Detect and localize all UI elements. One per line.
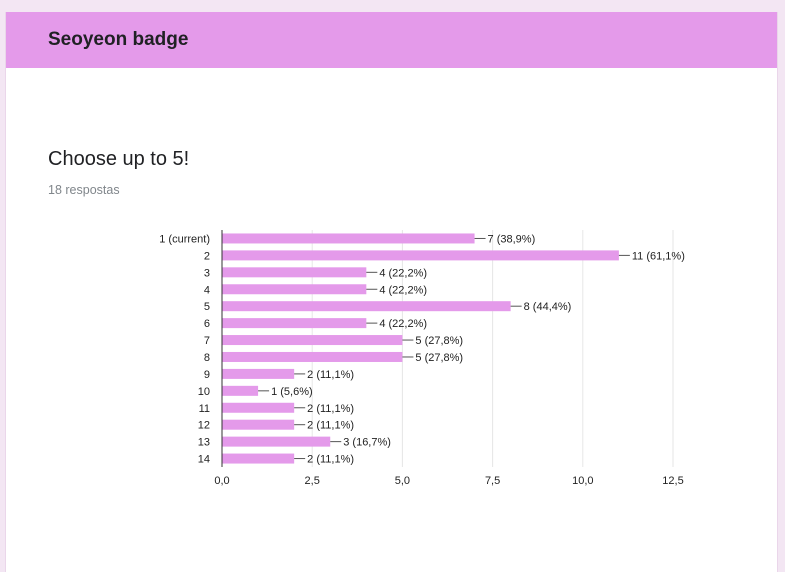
data-label: 2 (11,1%) bbox=[307, 403, 354, 415]
bar bbox=[222, 233, 475, 244]
category-label: 11 bbox=[199, 403, 210, 415]
category-label: 12 bbox=[198, 420, 210, 432]
response-count: 18 respostas bbox=[48, 183, 120, 197]
data-label: 7 (38,9%) bbox=[488, 233, 536, 245]
category-label: 1 (current) bbox=[159, 233, 210, 245]
bar bbox=[222, 419, 295, 430]
category-label: 3 bbox=[204, 267, 210, 279]
x-tick-label: 5,0 bbox=[395, 475, 410, 487]
data-label: 4 (22,2%) bbox=[379, 284, 427, 296]
category-label: 14 bbox=[198, 454, 210, 466]
category-label: 13 bbox=[198, 437, 210, 449]
data-label: 8 (44,4%) bbox=[524, 301, 572, 313]
bar bbox=[222, 335, 403, 346]
bar bbox=[222, 284, 367, 295]
bar bbox=[222, 267, 367, 278]
form-summary-card: Seoyeon badge Choose up to 5! 18 respost… bbox=[5, 12, 778, 572]
bar bbox=[222, 318, 367, 329]
x-tick-label: 10,0 bbox=[572, 475, 593, 487]
data-label: 4 (22,2%) bbox=[379, 267, 427, 279]
category-label: 10 bbox=[198, 386, 210, 398]
category-label: 7 bbox=[204, 335, 210, 347]
category-label: 4 bbox=[204, 284, 210, 296]
category-label: 5 bbox=[204, 301, 210, 313]
data-label: 2 (11,1%) bbox=[307, 454, 354, 466]
bar bbox=[222, 453, 295, 464]
data-label: 3 (16,7%) bbox=[343, 437, 391, 449]
data-label: 11 (61,1%) bbox=[632, 250, 685, 262]
bar-chart: 1 (current) 7 (38,9%) 2 11 (61,1%) 3 4 (22,2%… bbox=[159, 230, 685, 487]
form-header: Seoyeon badge bbox=[6, 12, 777, 68]
data-label: 2 (11,1%) bbox=[307, 420, 354, 432]
bar bbox=[222, 436, 331, 447]
x-tick-label: 2,5 bbox=[305, 475, 320, 487]
bar bbox=[222, 351, 403, 362]
bar bbox=[222, 402, 295, 413]
category-label: 9 bbox=[204, 369, 210, 381]
bar bbox=[222, 301, 511, 312]
x-tick-label: 0,0 bbox=[214, 475, 229, 487]
form-title: Seoyeon badge bbox=[48, 29, 189, 50]
data-label: 5 (27,8%) bbox=[415, 335, 463, 347]
data-label: 2 (11,1%) bbox=[307, 369, 354, 381]
category-label: 8 bbox=[204, 352, 210, 364]
data-label: 1 (5,6%) bbox=[271, 386, 313, 398]
data-label: 4 (22,2%) bbox=[379, 318, 427, 330]
question-title: Choose up to 5! bbox=[48, 148, 190, 170]
x-tick-label: 12,5 bbox=[662, 475, 683, 487]
category-label: 6 bbox=[204, 318, 210, 330]
bar bbox=[222, 385, 259, 396]
bar bbox=[222, 368, 295, 379]
data-label: 5 (27,8%) bbox=[415, 352, 463, 364]
x-tick-label: 7,5 bbox=[485, 475, 500, 487]
bar bbox=[222, 250, 619, 261]
category-label: 2 bbox=[204, 250, 210, 262]
